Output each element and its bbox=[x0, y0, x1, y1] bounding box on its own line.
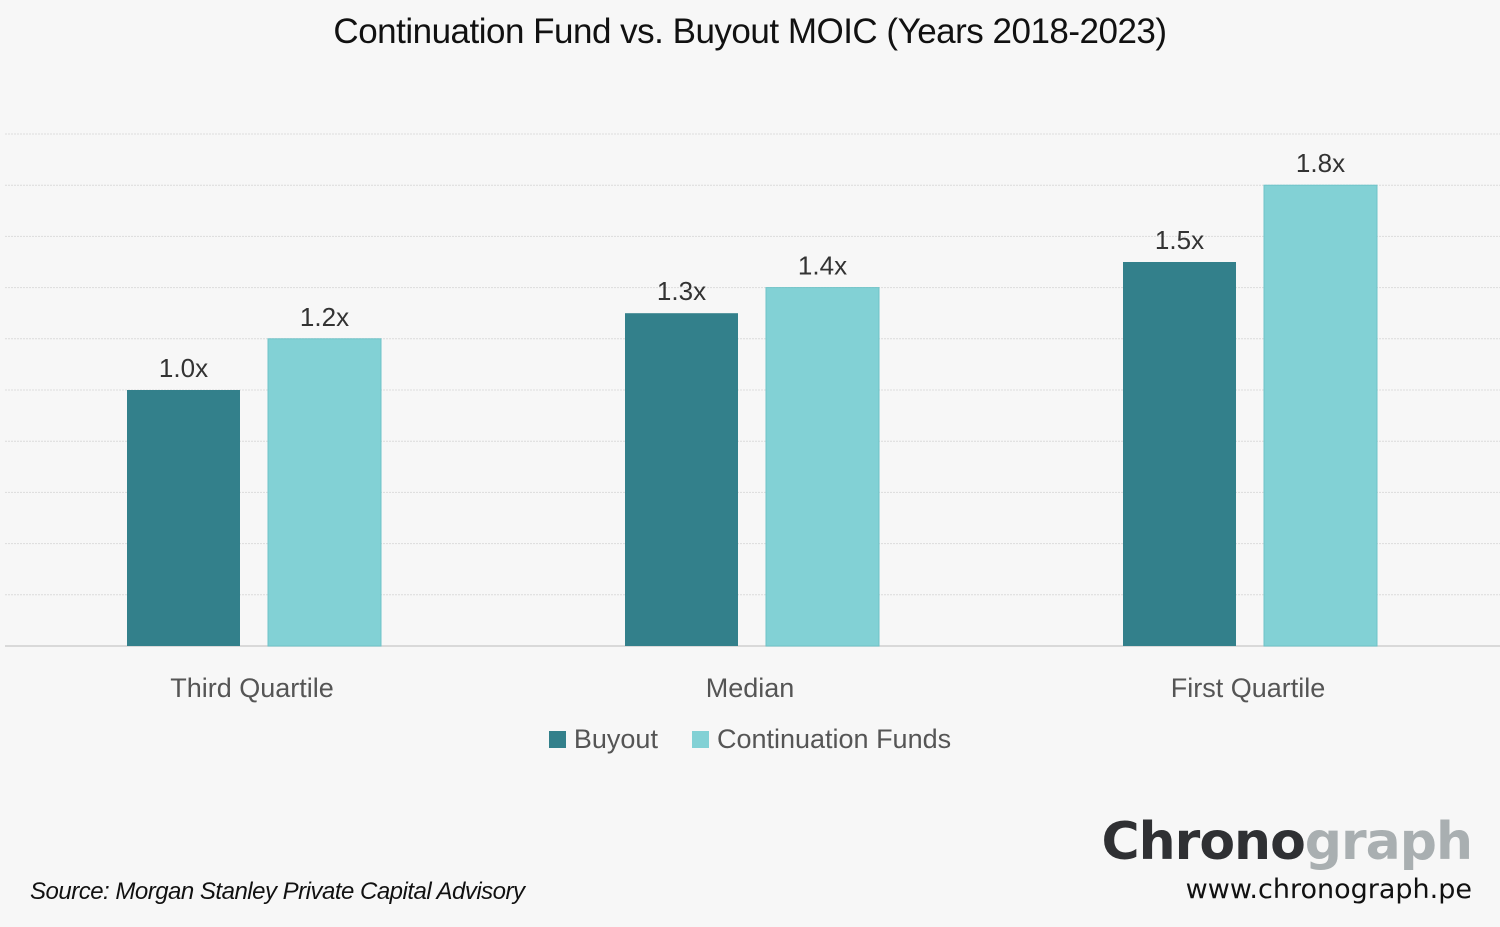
data-label: 1.2x bbox=[300, 302, 349, 332]
legend-item-buyout: Buyout bbox=[548, 724, 658, 755]
chronograph-logo: Chronograph bbox=[1101, 812, 1474, 872]
website-url: www.chronograph.pe bbox=[1185, 874, 1472, 905]
legend-label-continuation: Continuation Funds bbox=[716, 724, 952, 754]
bar-continuation-funds bbox=[267, 338, 382, 647]
x-tick-label: Third Quartile bbox=[170, 673, 334, 703]
bar-buyout bbox=[127, 390, 240, 646]
legend-label-buyout: Buyout bbox=[573, 724, 658, 754]
data-label: 1.3x bbox=[657, 276, 706, 306]
legend: Buyout Continuation Funds bbox=[0, 724, 1500, 755]
bar-continuation-funds bbox=[765, 287, 880, 647]
bar-buyout bbox=[625, 313, 738, 646]
bar-buyout bbox=[1123, 262, 1236, 646]
data-label: 1.8x bbox=[1296, 148, 1345, 178]
x-tick-label: Median bbox=[706, 673, 795, 703]
source-note: Source: Morgan Stanley Private Capital A… bbox=[30, 878, 525, 905]
legend-swatch-buyout bbox=[548, 731, 566, 748]
data-label: 1.4x bbox=[798, 251, 847, 281]
legend-item-continuation: Continuation Funds bbox=[691, 724, 952, 755]
chart-title: Continuation Fund vs. Buyout MOIC (Years… bbox=[333, 12, 1167, 51]
x-tick-label: First Quartile bbox=[1171, 673, 1326, 703]
data-label: 1.5x bbox=[1155, 225, 1204, 255]
data-label: 1.0x bbox=[159, 353, 208, 383]
bar-continuation-funds bbox=[1263, 184, 1378, 647]
legend-swatch-continuation bbox=[691, 731, 709, 748]
